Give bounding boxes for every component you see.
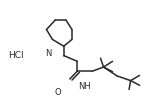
Text: HCl: HCl <box>9 51 24 60</box>
Text: O: O <box>55 88 62 97</box>
Text: N: N <box>45 49 52 58</box>
Text: NH: NH <box>78 82 91 91</box>
